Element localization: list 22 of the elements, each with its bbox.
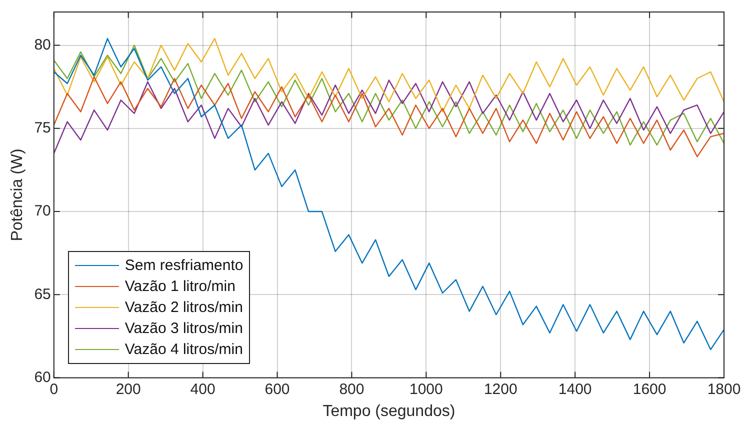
x-tick-label: 1000 bbox=[409, 380, 443, 398]
legend-label: Sem resfriamento bbox=[124, 256, 244, 274]
x-tick-label: 1800 bbox=[707, 380, 741, 398]
x-tick-label: 1600 bbox=[632, 380, 666, 398]
x-tick-label: 1400 bbox=[558, 380, 592, 398]
y-tick-label: 60 bbox=[34, 368, 51, 386]
x-tick-label: 200 bbox=[116, 380, 141, 398]
y-tick-label: 65 bbox=[34, 286, 51, 303]
y-axis-title: Potência (W) bbox=[9, 148, 26, 242]
legend-label: Vazão 3 litros/min bbox=[124, 320, 243, 337]
x-axis-title: Tempo (segundos) bbox=[322, 402, 456, 420]
legend-label: Vazão 1 litro/min bbox=[124, 278, 236, 295]
x-tick-label: 400 bbox=[190, 380, 216, 398]
x-tick-label: 600 bbox=[264, 380, 290, 398]
legend-label: Vazão 4 litros/min bbox=[124, 340, 243, 358]
y-tick-label: 70 bbox=[34, 202, 51, 220]
x-tick-label: 800 bbox=[339, 380, 364, 398]
y-tick-label: 75 bbox=[34, 120, 51, 137]
y-tick-label: 80 bbox=[34, 36, 51, 54]
legend-label: Vazão 2 litros/min bbox=[124, 298, 243, 316]
x-tick-label: 0 bbox=[50, 380, 58, 398]
x-tick-label: 1200 bbox=[484, 380, 518, 398]
